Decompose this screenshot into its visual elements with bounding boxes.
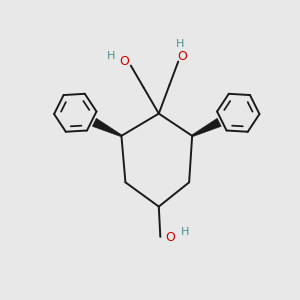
Polygon shape [92,118,122,137]
Text: H: H [176,39,184,49]
Text: H: H [106,52,115,61]
Polygon shape [192,118,221,137]
Text: O: O [119,55,129,68]
Text: O: O [177,50,187,63]
Text: H: H [180,227,189,237]
Text: O: O [166,231,176,244]
